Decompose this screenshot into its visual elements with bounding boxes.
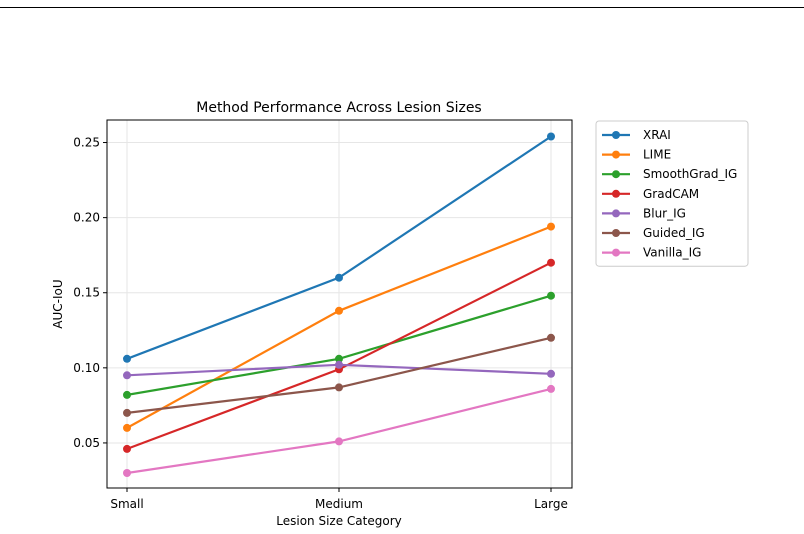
- series-xrai: [123, 132, 555, 363]
- data-point: [123, 469, 131, 477]
- data-point: [547, 369, 555, 378]
- legend-label: LIME: [643, 148, 671, 162]
- data-point: [547, 132, 555, 141]
- x-tick-label: Large: [534, 497, 568, 511]
- x-axis-label: Lesion Size Category: [276, 514, 401, 528]
- legend-marker: [612, 131, 620, 139]
- data-point: [547, 222, 555, 231]
- series-blur-ig: [123, 360, 555, 380]
- legend: XRAI LIME SmoothGrad_IG GradCAM Blur_IG Guide…: [595, 120, 749, 267]
- legend-item: Blur_IG: [602, 206, 686, 220]
- y-tick-label: 0.20: [73, 211, 100, 225]
- data-point: [547, 333, 555, 342]
- x-tick-label: Small: [110, 497, 143, 511]
- data-point: [123, 408, 131, 417]
- data-point: [123, 354, 131, 363]
- legend-marker: [612, 150, 620, 159]
- legend-item: SmoothGrad_IG: [602, 167, 737, 181]
- y-tick-label: 0.05: [73, 436, 100, 450]
- legend-label: XRAI: [643, 128, 671, 142]
- y-tick-label: 0.10: [73, 361, 100, 375]
- legend-marker: [612, 170, 620, 179]
- legend-box: [595, 120, 749, 267]
- data-point: [123, 371, 131, 380]
- data-point: [123, 423, 131, 432]
- legend-item: XRAI: [602, 128, 671, 142]
- x-tick-label: Medium: [315, 497, 363, 511]
- data-point: [547, 384, 555, 393]
- legend-marker: [612, 189, 620, 198]
- data-point: [335, 437, 343, 446]
- y-tick-label: 0.25: [73, 136, 100, 150]
- legend-label: Guided_IG: [643, 226, 705, 240]
- legend-label: Blur_IG: [643, 206, 686, 220]
- data-point: [123, 390, 131, 399]
- legend-item: GradCAM: [602, 187, 699, 201]
- data-point: [335, 354, 343, 363]
- legend-marker: [612, 229, 620, 237]
- y-axis-label: AUC-IoU: [51, 279, 65, 328]
- legend-marker: [612, 248, 620, 257]
- legend-item: Guided_IG: [602, 226, 705, 240]
- legend-label: GradCAM: [643, 187, 699, 201]
- chart-title: Method Performance Across Lesion Sizes: [196, 100, 481, 116]
- legend-item: LIME: [602, 148, 671, 162]
- data-point: [547, 258, 555, 267]
- series-layer: [123, 132, 555, 477]
- legend-marker: [612, 209, 620, 218]
- legend-item: Vanilla_IG: [602, 246, 701, 260]
- data-point: [335, 383, 343, 392]
- series-guided-ig: [123, 333, 555, 417]
- data-point: [335, 306, 343, 315]
- legend-label: Vanilla_IG: [643, 246, 701, 260]
- series-lime: [123, 222, 555, 432]
- legend-label: SmoothGrad_IG: [643, 167, 737, 181]
- y-tick-label: 0.15: [73, 286, 100, 300]
- data-point: [547, 291, 555, 300]
- data-point: [335, 360, 343, 369]
- data-point: [335, 273, 343, 282]
- series-vanilla-ig: [123, 384, 555, 477]
- series-smoothgrad-ig: [123, 291, 555, 399]
- data-point: [123, 444, 131, 453]
- axes: 0.05 0.10 0.15 0.20 0.25 Small Medium Large: [73, 136, 568, 511]
- grid: [107, 120, 572, 488]
- top-divider: [0, 7, 804, 8]
